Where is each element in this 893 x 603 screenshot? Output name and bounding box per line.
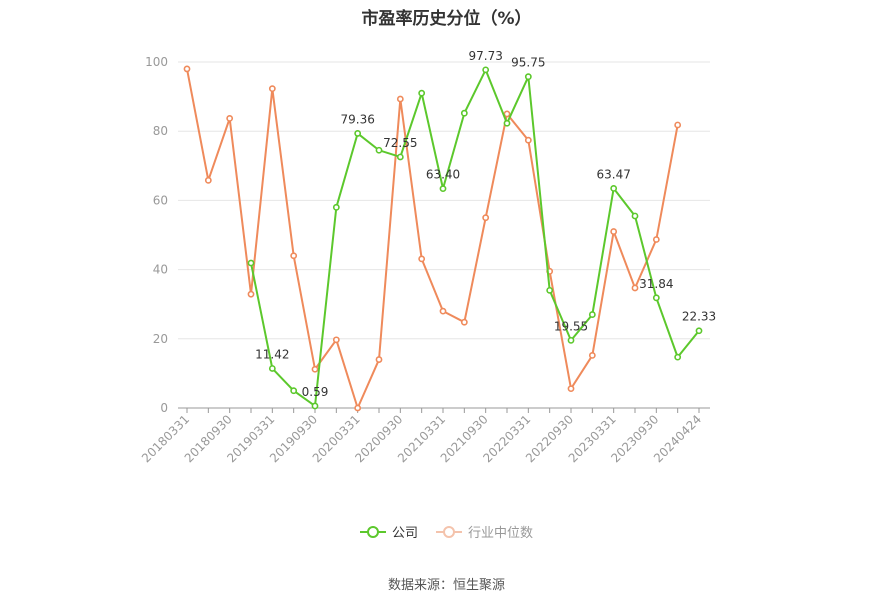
data-point-company xyxy=(482,66,490,74)
y-tick-label: 40 xyxy=(153,263,168,277)
legend-label-industry-median: 行业中位数 xyxy=(468,526,534,541)
data-point-company xyxy=(546,286,554,294)
data-point-industry-median xyxy=(631,284,639,292)
data-label: 79.36 xyxy=(340,112,374,126)
data-point-industry-median xyxy=(482,214,490,222)
series-line-industry-median xyxy=(186,68,679,409)
data-point-industry-median xyxy=(290,252,298,260)
chart-title: 市盈率历史分位（%） xyxy=(361,9,532,29)
y-tick-label: 100 xyxy=(145,55,168,69)
data-point-industry-median xyxy=(418,255,426,263)
data-point-company xyxy=(247,259,255,267)
data-point-company xyxy=(503,119,511,127)
data-point-company xyxy=(290,387,298,395)
data-point-industry-median xyxy=(247,290,255,298)
data-label: 97.73 xyxy=(468,49,502,63)
data-point-company xyxy=(268,365,276,372)
legend-label-company: 公司 xyxy=(391,526,418,541)
y-tick-label: 80 xyxy=(153,124,168,138)
data-point-company xyxy=(311,402,319,410)
data-label: 63.40 xyxy=(426,168,460,182)
y-tick-label: 0 xyxy=(160,401,168,415)
data-label: 11.42 xyxy=(255,347,289,361)
data-point-industry-median xyxy=(311,365,319,373)
data-point-company xyxy=(652,294,660,302)
data-point-industry-median xyxy=(268,85,276,93)
data-point-industry-median xyxy=(439,307,447,315)
data-point-industry-median xyxy=(396,95,404,103)
data-point-company xyxy=(524,73,532,81)
data-point-company xyxy=(396,153,404,161)
data-point-industry-median xyxy=(588,352,596,359)
data-point-industry-median xyxy=(674,121,682,129)
data-point-company xyxy=(439,185,447,193)
data-point-industry-median xyxy=(652,236,660,243)
data-label: 0.59 xyxy=(302,385,329,399)
data-point-company xyxy=(610,184,618,192)
legend-item-industry-median[interactable]: 行业中位数 xyxy=(436,522,533,541)
data-point-company xyxy=(332,203,340,211)
data-point-company xyxy=(418,89,426,97)
y-tick-label: 20 xyxy=(153,332,168,346)
data-point-industry-median xyxy=(332,336,340,344)
data-label: 22.33 xyxy=(682,310,716,324)
data-point-industry-median xyxy=(354,404,362,412)
data-label: 72.55 xyxy=(383,136,417,150)
data-point-company xyxy=(375,146,383,154)
data-point-industry-median xyxy=(567,385,575,393)
data-point-industry-median xyxy=(375,356,383,363)
data-point-industry-median xyxy=(204,176,212,184)
data-label: 95.75 xyxy=(511,56,545,70)
data-point-company xyxy=(460,109,468,117)
data-point-industry-median xyxy=(524,136,532,144)
legend-marker-industry-median xyxy=(436,525,462,538)
data-label: 19.55 xyxy=(554,319,588,333)
legend: 公司 行业中位数 xyxy=(0,522,893,541)
data-point-industry-median xyxy=(460,318,468,326)
data-point-company xyxy=(674,353,682,361)
data-label: 31.84 xyxy=(639,277,673,291)
legend-marker-company xyxy=(359,525,386,538)
data-label: 63.47 xyxy=(596,167,630,181)
data-point-company xyxy=(588,311,596,318)
data-point-company xyxy=(354,130,362,137)
data-point-company xyxy=(695,327,703,335)
chart-plot: 0204060801002018033120180930201903312019… xyxy=(139,49,716,465)
data-point-industry-median xyxy=(183,65,191,73)
series-line-company xyxy=(250,68,700,407)
data-point-industry-median xyxy=(610,228,618,235)
data-point-industry-median xyxy=(226,114,234,122)
legend-item-company[interactable]: 公司 xyxy=(359,522,418,541)
data-point-company xyxy=(631,212,639,220)
source-note: 数据来源：恒生聚源 xyxy=(387,578,505,593)
y-tick-label: 60 xyxy=(153,193,168,207)
data-point-industry-median xyxy=(503,110,511,118)
data-point-company xyxy=(567,336,575,344)
